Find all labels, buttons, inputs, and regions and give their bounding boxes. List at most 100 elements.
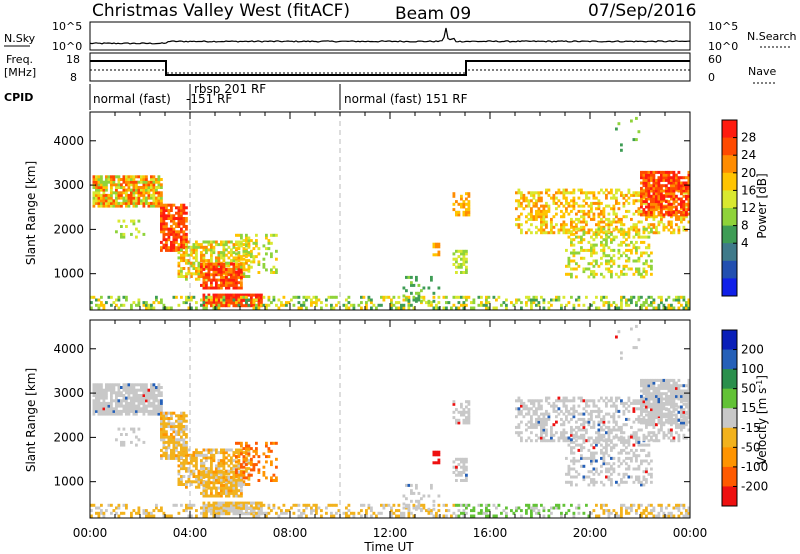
heatmap-cell bbox=[582, 267, 586, 271]
cpid-segment-2: -151 RF bbox=[186, 92, 232, 106]
heatmap-cell bbox=[685, 210, 688, 214]
heatmap-cell bbox=[580, 454, 583, 458]
heatmap-cell bbox=[207, 494, 211, 498]
heatmap-cell bbox=[380, 295, 383, 299]
heatmap-cell bbox=[240, 262, 243, 266]
heatmap-cell bbox=[210, 286, 213, 290]
heatmap-cell bbox=[120, 401, 123, 405]
heatmap-cell bbox=[137, 396, 141, 400]
heatmap-cell bbox=[275, 465, 278, 469]
heatmap-cell bbox=[217, 464, 221, 468]
heatmap-cell bbox=[220, 491, 223, 495]
heatmap-cell bbox=[240, 501, 243, 505]
heatmap-cell bbox=[130, 391, 133, 395]
heatmap-cell bbox=[590, 459, 593, 463]
heatmap-cell bbox=[455, 213, 458, 217]
heatmap-cell bbox=[232, 286, 236, 290]
heatmap-cell bbox=[657, 189, 661, 193]
heatmap-cell bbox=[602, 215, 606, 219]
heatmap-cell bbox=[210, 248, 213, 252]
heatmap-cell bbox=[565, 196, 568, 200]
heatmap-cell bbox=[192, 267, 196, 270]
heatmap-cell bbox=[142, 509, 146, 513]
heatmap-cell bbox=[647, 178, 651, 182]
heatmap-cell bbox=[225, 509, 228, 513]
heatmap-cell bbox=[462, 509, 466, 513]
heatmap-cell bbox=[582, 417, 586, 421]
heatmap-cell bbox=[597, 207, 601, 211]
heatmap-cell bbox=[147, 303, 151, 307]
heatmap-cell bbox=[380, 503, 383, 507]
heatmap-cell bbox=[117, 186, 121, 189]
heatmap-cell bbox=[165, 448, 168, 452]
heatmap-cell bbox=[570, 431, 573, 435]
heatmap-cell bbox=[467, 421, 471, 425]
heatmap-cell bbox=[530, 207, 533, 211]
heatmap-cell bbox=[292, 303, 296, 307]
heatmap-cell bbox=[590, 451, 593, 455]
heatmap-cell bbox=[535, 409, 538, 413]
heatmap-cell bbox=[530, 511, 533, 515]
heatmap-cell bbox=[465, 260, 468, 264]
heatmap-cell bbox=[252, 468, 256, 472]
heatmap-cell bbox=[592, 246, 596, 250]
heatmap-cell bbox=[595, 404, 598, 408]
heatmap-cell bbox=[240, 275, 243, 279]
heatmap-cell bbox=[670, 220, 673, 224]
heatmap-cell bbox=[537, 191, 541, 195]
heatmap-cell bbox=[580, 191, 583, 195]
heatmap-cell bbox=[592, 275, 596, 279]
heatmap-cell bbox=[182, 467, 186, 471]
heatmap-cell bbox=[162, 427, 166, 431]
heatmap-cell bbox=[135, 188, 138, 192]
heatmap-cell bbox=[667, 431, 671, 435]
heatmap-cell bbox=[670, 197, 673, 201]
heatmap-cell bbox=[455, 306, 458, 310]
heatmap-cell bbox=[655, 189, 658, 193]
heatmap-cell bbox=[152, 509, 156, 513]
heatmap-cell bbox=[225, 301, 228, 305]
heatmap-cell bbox=[465, 400, 468, 404]
heatmap-cell bbox=[210, 243, 213, 247]
heatmap-cell bbox=[242, 476, 246, 480]
heatmap-cell bbox=[465, 210, 468, 214]
heatmap-cell bbox=[610, 480, 613, 484]
heatmap-cell bbox=[237, 494, 241, 498]
heatmap-cell bbox=[115, 186, 118, 189]
heatmap-cell bbox=[615, 306, 618, 310]
heatmap-cell bbox=[230, 509, 233, 513]
heatmap-cell bbox=[552, 225, 556, 229]
heatmap-cell bbox=[115, 204, 118, 208]
heatmap-cell bbox=[217, 494, 221, 498]
heatmap-cell bbox=[180, 419, 183, 423]
heatmap-cell bbox=[110, 196, 113, 200]
heatmap-cell bbox=[672, 506, 676, 510]
power-heatmap-cells bbox=[90, 116, 691, 310]
heatmap-cell bbox=[185, 238, 188, 242]
heatmap-cell bbox=[590, 228, 593, 232]
heatmap-cell bbox=[245, 444, 248, 448]
heatmap-cell bbox=[675, 298, 678, 302]
heatmap-cell bbox=[205, 514, 208, 518]
heatmap-cell bbox=[675, 178, 678, 182]
heatmap-cell bbox=[225, 451, 228, 455]
heatmap-cell bbox=[210, 240, 213, 244]
heatmap-cell bbox=[165, 222, 168, 226]
heatmap-cell bbox=[617, 459, 621, 463]
heatmap-cell bbox=[227, 240, 231, 244]
heatmap-cell bbox=[417, 291, 421, 295]
heatmap-cell bbox=[640, 213, 643, 217]
heatmap-cell bbox=[150, 186, 153, 189]
heatmap-cell bbox=[185, 469, 188, 473]
heatmap-cell bbox=[115, 396, 118, 400]
heatmap-cell bbox=[157, 183, 161, 187]
heatmap-cell bbox=[600, 435, 603, 439]
heatmap-cell bbox=[615, 227, 618, 231]
heatmap-cell bbox=[685, 436, 688, 440]
heatmap-cell bbox=[460, 473, 463, 477]
heatmap-cell bbox=[227, 251, 231, 255]
heatmap-cell bbox=[217, 251, 221, 255]
heatmap-cell bbox=[205, 481, 208, 485]
heatmap-cell bbox=[537, 301, 541, 305]
heatmap-cell bbox=[587, 404, 591, 408]
